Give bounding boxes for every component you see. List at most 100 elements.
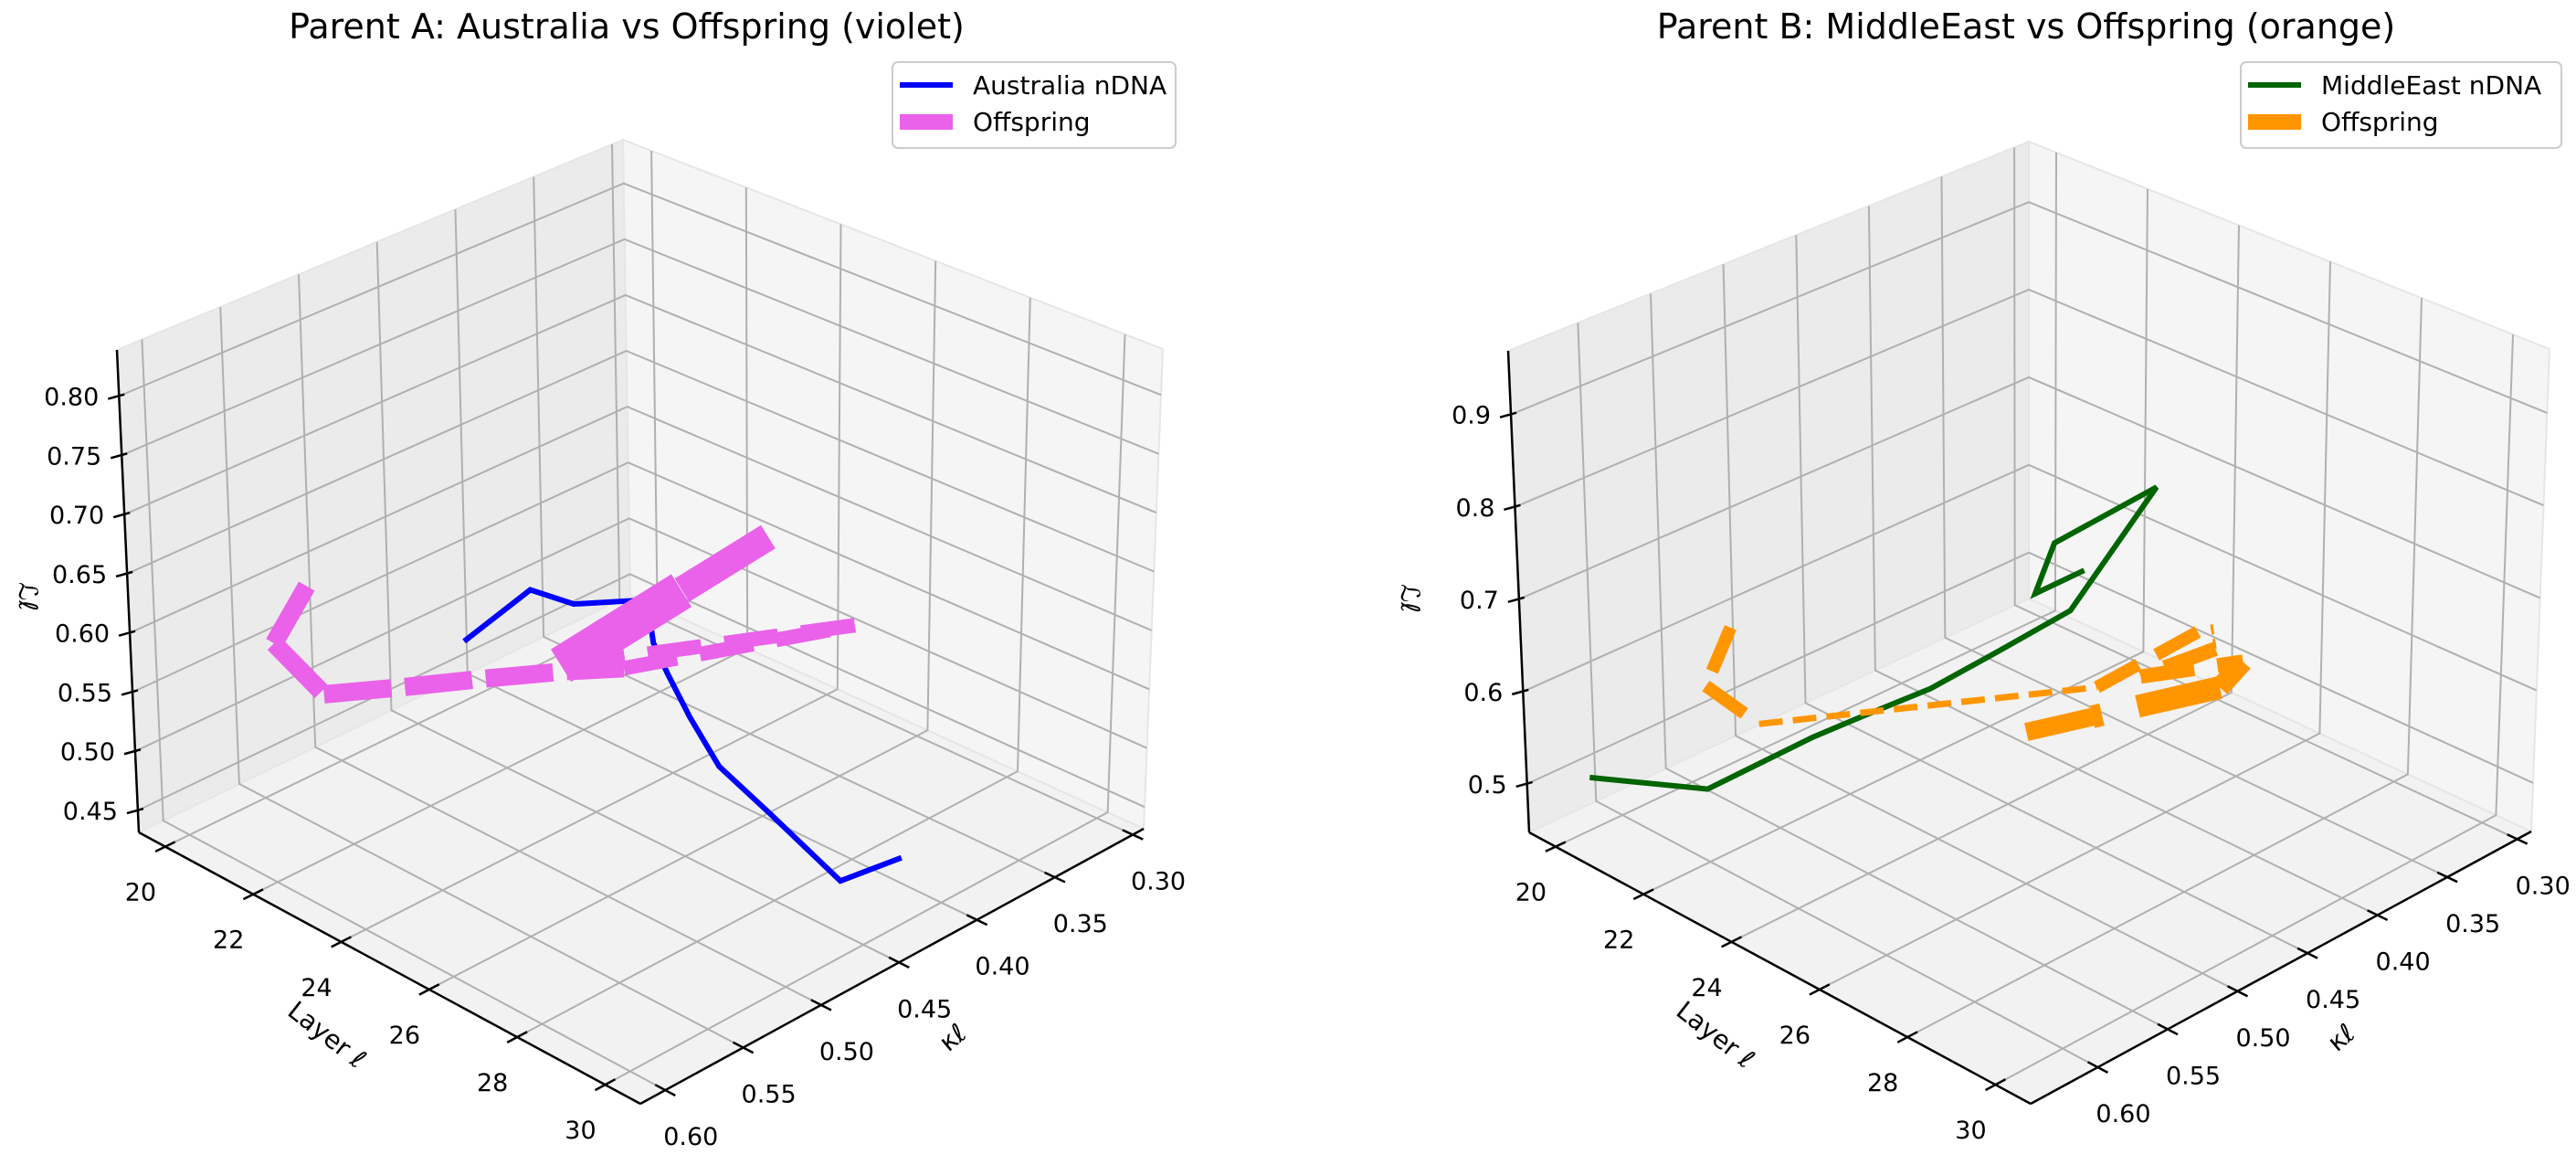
series-segment <box>484 662 568 688</box>
kappa-gridline <box>375 241 900 964</box>
series-offspring <box>1700 619 2251 747</box>
kappa-tick <box>2086 1061 2109 1074</box>
kappa-gridline <box>1867 206 2379 916</box>
legend-handle <box>2248 114 2301 130</box>
kappa-tick <box>966 914 988 927</box>
kappa-gridline <box>298 274 822 1006</box>
legend: MiddleEast nDNA Offspring <box>2240 61 2562 149</box>
z-gridline <box>1510 201 2548 416</box>
kappa-tick-label: 0.55 <box>742 1080 797 1108</box>
c-tick-label: 0.75 <box>47 442 101 471</box>
c-tick-label: 0.50 <box>60 738 115 767</box>
c-tick-label: 0.45 <box>63 798 118 826</box>
layer-tick-label: 22 <box>213 927 244 955</box>
series-segment <box>1758 683 2097 727</box>
z-gridline <box>123 293 1157 516</box>
layer-tick-label: 26 <box>1779 1022 1811 1050</box>
kappa-gridline <box>141 339 666 1091</box>
kappa-gridline <box>533 176 1056 879</box>
layer-gridline <box>341 224 842 943</box>
c-tick-label: 0.9 <box>1452 402 1491 430</box>
series-offspring <box>266 509 857 704</box>
layer-axis-label: Layer ℓ <box>282 995 372 1075</box>
legend-handle <box>900 114 953 130</box>
layer-tick <box>506 1031 528 1043</box>
series-segment <box>551 574 692 683</box>
z-gridline <box>129 406 1153 634</box>
c-tick <box>123 748 142 756</box>
kappa-gridline <box>1650 293 2169 1031</box>
series-segment <box>266 581 315 649</box>
series-segment <box>2138 641 2218 683</box>
kappa-tick-label: 0.50 <box>2235 1024 2290 1053</box>
layer-gridline <box>1906 298 2423 1038</box>
c-tick <box>1499 411 1517 418</box>
c-tick <box>107 393 125 400</box>
layer-gridline <box>1995 334 2514 1086</box>
legend-label: Offspring <box>973 107 1091 137</box>
layer-gridline <box>1731 225 2240 943</box>
kappa-axis-label: κℓ <box>2322 1018 2361 1057</box>
series-segment <box>1996 707 2095 747</box>
layer-gridline <box>1555 152 2057 848</box>
layer-tick <box>418 983 440 996</box>
kappa-tick-label: 0.45 <box>897 995 952 1023</box>
layer-gridline <box>1819 261 2331 990</box>
c-tick <box>1511 688 1529 696</box>
layer-tick-label: 24 <box>1691 974 1722 1002</box>
right-wall-pane <box>2028 140 2551 833</box>
c-tick <box>110 452 128 460</box>
kappa-tick <box>2157 1022 2179 1036</box>
c-axis-label: ℒℓ <box>13 582 43 611</box>
legend-label: Offspring <box>2321 107 2439 137</box>
series-segment <box>2139 654 2244 684</box>
kappa-tick-label: 0.55 <box>2166 1062 2221 1090</box>
kappa-tick-label: 0.35 <box>1053 910 1108 938</box>
layer-tick-label: 30 <box>565 1117 596 1145</box>
series-segment <box>322 677 406 704</box>
kappa-axis-label: κℓ <box>934 1018 973 1057</box>
c-tick-label: 0.65 <box>52 561 107 589</box>
c-tick-label: 0.80 <box>44 384 99 412</box>
kappa-tick-label: 0.40 <box>2376 948 2431 977</box>
kappa-tick-label: 0.30 <box>2516 872 2571 900</box>
series-segment <box>2089 676 2222 728</box>
series-segment <box>674 509 801 602</box>
z-gridline <box>1522 463 2538 693</box>
legend-label: MiddleEast nDNA <box>2321 70 2541 101</box>
c-tick-label: 0.55 <box>58 679 112 707</box>
c-tick <box>121 689 139 696</box>
layer-axis-label: Layer ℓ <box>1671 995 1760 1075</box>
layer-axis-line <box>138 831 641 1106</box>
c-tick-label: 0.8 <box>1456 494 1495 523</box>
z-gridline <box>126 349 1155 575</box>
layer-tick <box>1809 983 1831 996</box>
kappa-tick <box>810 999 832 1011</box>
c-tick <box>126 807 144 815</box>
kappa-tick-label: 0.60 <box>663 1123 718 1151</box>
kappa-tick <box>2507 833 2528 845</box>
series-middleeast-ndna <box>1589 484 2159 792</box>
z-gridline <box>137 573 1145 811</box>
kappa-tick <box>732 1041 755 1054</box>
legend-box <box>892 61 1177 149</box>
c-tick-label: 0.6 <box>1463 679 1503 707</box>
panel-parent-a: 20 22 24 26 28 30 0.30 0.35 0.40 0.45 0.50 0.55 0.60… <box>13 6 1186 1151</box>
kappa-gridline <box>1577 323 2098 1068</box>
kappa-gridline <box>1940 176 2448 878</box>
legend-box <box>2240 61 2562 149</box>
layer-tick <box>1721 936 1743 948</box>
kappa-tick-label: 0.40 <box>975 953 1029 981</box>
z-gridline <box>121 238 1159 457</box>
kappa-tick-label: 0.60 <box>2096 1100 2150 1128</box>
layer-tick-label: 20 <box>1515 879 1547 907</box>
c-tick-label: 0.70 <box>49 502 104 530</box>
c-tick-label: 0.5 <box>1468 771 1507 800</box>
kappa-tick <box>2296 947 2318 959</box>
chart-title: Parent B: MiddleEast vs Offspring (orang… <box>1657 6 2396 47</box>
layer-tick <box>594 1078 617 1092</box>
kappa-tick <box>1122 829 1144 841</box>
series-segment <box>1702 680 1763 729</box>
c-tick-label: 0.7 <box>1460 587 1499 615</box>
